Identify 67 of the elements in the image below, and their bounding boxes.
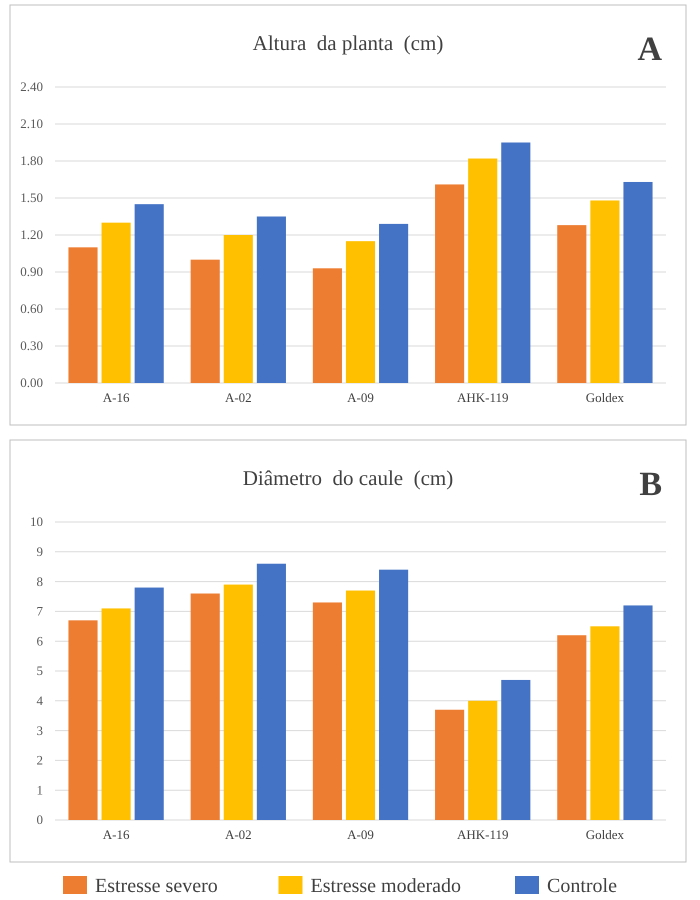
bar [256, 216, 286, 383]
y-tick-label: 3 [36, 722, 43, 738]
bar [501, 680, 530, 820]
chart-title: Altura da planta (cm) [252, 31, 444, 55]
y-tick-label: 9 [36, 544, 43, 559]
x-tick-label: Goldex [586, 390, 625, 406]
y-tick-label: 0.30 [20, 338, 43, 354]
y-tick-label: 0.90 [20, 264, 43, 280]
y-tick-label: 1.80 [20, 153, 43, 168]
text: A [637, 31, 662, 68]
y-tick-label: 2.40 [20, 79, 43, 94]
bar [134, 588, 164, 820]
bar [346, 241, 376, 383]
bar [134, 204, 164, 383]
bar [623, 605, 653, 820]
legend-label: Estresse severo [95, 875, 218, 897]
y-tick-label: 0.60 [20, 301, 43, 316]
x-tick-label: A-09 [347, 390, 374, 406]
y-tick-label: 10 [30, 514, 43, 530]
bar [501, 142, 530, 383]
x-tick-label: AHK-119 [456, 827, 508, 842]
x-tick-label: Goldex [586, 827, 625, 842]
bar [435, 184, 464, 383]
bar [557, 635, 586, 820]
y-tick-label: 5 [36, 663, 43, 678]
x-tick-label: AHK-119 [456, 390, 508, 406]
y-tick-label: 7 [36, 604, 44, 619]
x-tick-label: A-09 [347, 827, 374, 842]
y-tick-label: 0.00 [20, 375, 43, 390]
x-tick-label: A-16 [102, 390, 130, 406]
bar [68, 247, 98, 383]
x-tick-label: A-02 [224, 390, 252, 406]
bar [623, 182, 653, 383]
bar [190, 594, 220, 820]
bar [468, 158, 498, 383]
bar [590, 626, 620, 820]
bar [224, 584, 253, 820]
y-tick-label: 1.50 [20, 190, 43, 206]
legend-label: Estresse moderado [310, 875, 462, 897]
legend-label: Controle [547, 875, 618, 897]
bar [468, 700, 498, 820]
y-tick-label: 1.20 [20, 227, 43, 242]
bar [557, 225, 586, 383]
y-tick-label: 2.10 [20, 116, 43, 132]
bar [590, 200, 620, 383]
bar [346, 590, 376, 820]
bar [256, 564, 286, 820]
x-tick-label: A-02 [224, 827, 252, 842]
bar [312, 268, 342, 383]
chart-title: Diâmetro do caule (cm) [242, 466, 454, 490]
bar [379, 224, 408, 383]
y-tick-label: 2 [36, 752, 43, 768]
bar [435, 710, 464, 820]
x-tick-label: A-16 [102, 827, 130, 842]
y-tick-label: 1 [36, 782, 43, 798]
y-tick-label: 6 [36, 633, 44, 648]
y-tick-label: 0 [36, 812, 43, 828]
bar [102, 608, 131, 820]
bar [190, 260, 220, 383]
y-tick-label: 8 [36, 574, 43, 589]
bar [102, 222, 131, 383]
y-tick-label: 4 [36, 692, 44, 708]
bar [68, 620, 98, 820]
bar [224, 235, 253, 383]
text: B [639, 466, 662, 503]
bar [312, 602, 342, 820]
bar [379, 570, 408, 820]
